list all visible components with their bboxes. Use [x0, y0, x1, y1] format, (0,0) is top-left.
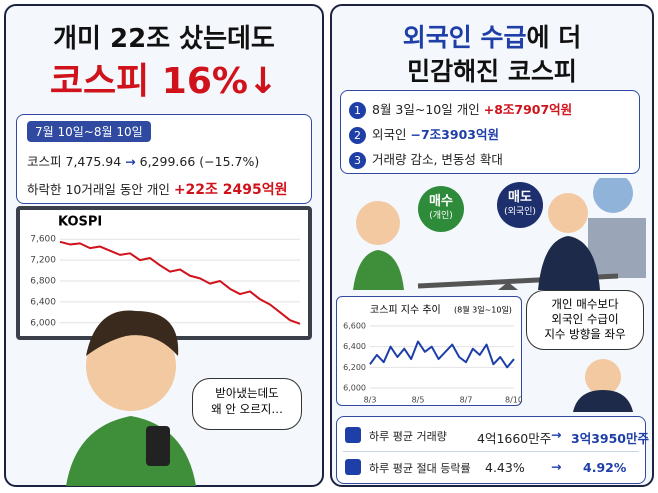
- point-text: 외국인: [372, 127, 407, 142]
- x-tick-label: 8/10: [505, 396, 522, 405]
- y-tick-label: 7,200: [30, 256, 56, 266]
- change: (−15.7%): [199, 154, 260, 169]
- speech-bubble: 개인 매수보다 외국인 수급이 지수 방향을 좌우: [526, 290, 644, 350]
- x-tick-label: 8/3: [364, 396, 377, 405]
- stat-label: 하루 평균 거래량: [369, 430, 447, 443]
- point-number: 1: [349, 102, 366, 119]
- points-box: 1 8월 3일~10일 개인 +8조7907억원 2 외국인 −7조3903억원 3…: [340, 90, 640, 174]
- title-part: 에 더: [526, 23, 582, 52]
- amount: +22조 2495억원: [173, 182, 288, 198]
- stat-from: 4.43%: [485, 460, 525, 475]
- bubble-line: 받아냈는데도: [215, 386, 279, 400]
- y-tick-label: 6,200: [343, 363, 366, 372]
- y-tick-label: 6,400: [343, 342, 366, 351]
- chart-subtitle: (8월 3일~10일): [454, 305, 512, 315]
- divider: [343, 451, 639, 452]
- sell-sign: 매도 (외국인): [497, 182, 543, 228]
- y-tick-label: 6,800: [30, 277, 56, 287]
- label: 코스피: [27, 154, 62, 169]
- expert-illustration: [573, 359, 633, 412]
- icon: [345, 459, 361, 475]
- title-line: 코스피 16%↓: [49, 61, 279, 102]
- stat-row: 하루 평균 거래량 4억1660만주 → 3억3950만주: [345, 425, 649, 449]
- label: 하락한 10거래일 동안 개인: [27, 182, 170, 197]
- sign-sub: (개인): [429, 211, 453, 221]
- y-tick-label: 6,000: [343, 384, 366, 393]
- value: 7,475.94: [65, 154, 122, 169]
- chart-title: 코스피 지수 추이: [370, 304, 441, 316]
- sign-label: 매수: [429, 194, 453, 209]
- period: 7월 10일~8월 10일: [27, 121, 151, 142]
- point: 3 거래량 감소, 변동성 확대: [349, 149, 503, 169]
- point-amount: −7조3903억원: [410, 127, 499, 142]
- y-tick-label: 7,600: [30, 235, 56, 245]
- title-part: 외국인 수급: [402, 23, 527, 52]
- x-tick-label: 8/5: [412, 396, 425, 405]
- y-tick-label: 6,600: [343, 322, 366, 331]
- stat-row: 하루 평균 절대 등락률 4.43% → 4.92%: [345, 457, 637, 481]
- title-line: 개미 22조 샀는데도: [53, 24, 275, 54]
- left-panel: 개미 22조 샀는데도 코스피 16%↓ 7월 10일~8월 10일 코스피 7…: [4, 4, 324, 487]
- sign-label: 매도: [508, 190, 532, 205]
- y-tick-label: 6,000: [30, 318, 56, 328]
- x-tick-label: 8/10: [290, 336, 308, 337]
- info-box: 7월 10일~8월 10일 코스피 7,475.94 → 6,299.66 (−…: [16, 114, 312, 204]
- point-text: 8월 3일~10일 개인: [372, 102, 480, 117]
- arrow: →: [125, 154, 136, 169]
- person-illustration: [66, 310, 196, 486]
- right-panel: 외국인 수급에 더 민감해진 코스피 1 8월 3일~10일 개인 +8조7907…: [330, 4, 654, 487]
- data-line: [369, 340, 515, 369]
- x-tick-label: 8/7: [460, 396, 473, 405]
- stat-to: 3억3950만주: [571, 431, 649, 446]
- title-line: 외국인 수급에 더: [332, 18, 652, 54]
- stat-from: 4억1660만주: [477, 431, 552, 446]
- kospi-trend-chart: 코스피 지수 추이 (8월 3일~10일) 6,000 6,200 6,400 6,600…: [343, 304, 522, 405]
- bubble-line: 왜 안 오르지…: [211, 402, 283, 416]
- point-amount: +8조7907억원: [483, 102, 573, 117]
- point-number: 3: [349, 152, 366, 169]
- monitor: [16, 206, 312, 340]
- bubble-line: 지수 방향을 좌우: [544, 327, 626, 341]
- title-line: 민감해진 코스피: [407, 57, 577, 86]
- buy-row: 하락한 10거래일 동안 개인 +22조 2495억원: [27, 179, 288, 199]
- stats-table: 하루 평균 거래량 4억1660만주 → 3억3950만주 하루 평균 절대 등…: [336, 416, 649, 484]
- point: 1 8월 3일~10일 개인 +8조7907억원: [349, 99, 572, 119]
- bubble-line: 개인 매수보다: [551, 297, 619, 311]
- point-text: 거래량 감소, 변동성 확대: [372, 152, 503, 167]
- buy-sign: 매수 (개인): [418, 186, 464, 232]
- sign-sub: (외국인): [504, 207, 536, 217]
- point-number: 2: [349, 127, 366, 144]
- data-line: [59, 240, 301, 325]
- y-tick-label: 6,400: [30, 297, 56, 307]
- index-row: 코스피 7,475.94 → 6,299.66 (−15.7%): [27, 151, 259, 170]
- bubble-line: 외국인 수급이: [551, 312, 619, 326]
- x-tick-label: 7/18: [180, 336, 200, 337]
- speech-bubble: 받아냈는데도 왜 안 오르지…: [192, 378, 302, 430]
- stat-to: 4.92%: [583, 460, 627, 475]
- seesaw-illustration: [353, 178, 646, 290]
- x-tick-label: 8/5: [253, 336, 267, 337]
- chart-title: KOSPI: [58, 215, 102, 230]
- x-tick-label: 7/28: [230, 336, 250, 337]
- kospi-chart: KOSPI6,0006,4006,8007,2007,6007/187/288/…: [30, 215, 308, 337]
- point: 2 외국인 −7조3903억원: [349, 124, 499, 144]
- icon: [345, 427, 361, 443]
- stat-arrow: →: [551, 459, 562, 474]
- stat-arrow: →: [551, 427, 562, 442]
- value: 6,299.66: [139, 154, 196, 169]
- stat-label: 하루 평균 절대 등락률: [369, 462, 471, 475]
